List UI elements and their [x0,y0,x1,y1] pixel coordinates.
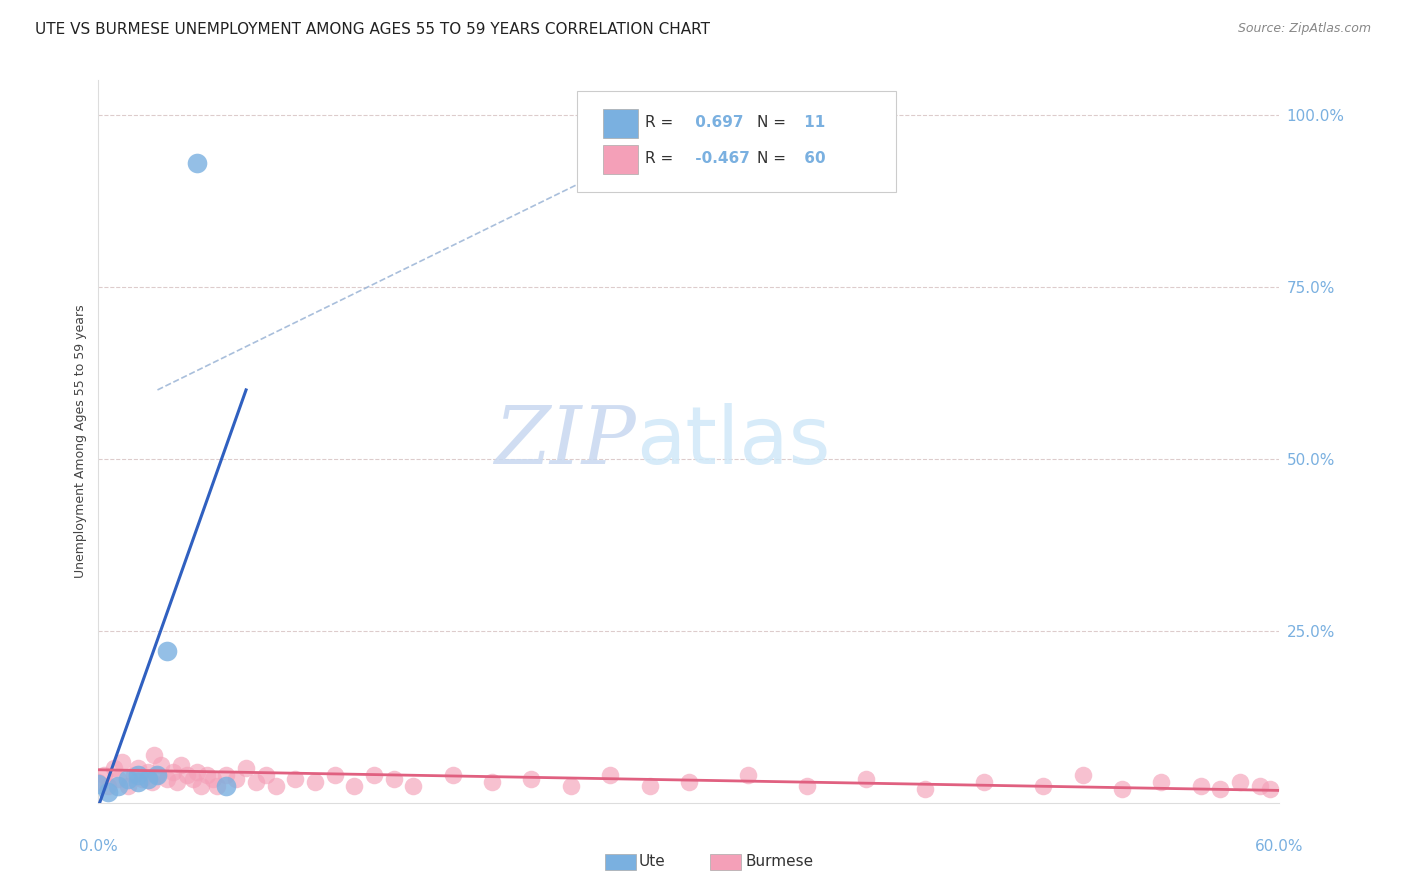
Point [107,779,129,793]
Point [441,768,464,782]
Point [195,768,218,782]
Point [166,775,188,789]
Point [117,772,139,786]
Point [186,764,208,779]
Text: Source: ZipAtlas.com: Source: ZipAtlas.com [1237,22,1371,36]
Point [136,764,159,779]
Point [87,775,110,789]
Point [264,779,287,793]
Point [914,782,936,797]
Point [1249,779,1271,793]
Point [1150,775,1173,789]
Point [201,772,224,786]
Point [304,775,326,789]
Point [181,772,204,786]
Point [97,779,120,793]
Point [97,785,120,799]
Point [176,768,198,782]
Point [1258,782,1281,797]
Point [141,775,163,789]
Point [146,768,169,782]
Point [127,768,149,782]
Point [402,779,425,793]
FancyBboxPatch shape [576,91,896,193]
Point [1032,779,1054,793]
Text: 0.697: 0.697 [690,115,744,129]
Point [156,644,179,658]
Point [973,775,995,789]
Point [1229,775,1251,789]
Text: atlas: atlas [636,402,830,481]
Point [162,764,184,779]
Point [678,775,700,789]
Text: 60: 60 [799,151,825,166]
Text: N =: N = [758,115,786,129]
Text: ZIP: ZIP [494,403,636,480]
Text: Burmese: Burmese [745,855,813,869]
Point [136,772,159,786]
Point [87,776,110,790]
Text: 60.0%: 60.0% [1256,838,1303,854]
Point [205,779,228,793]
Text: R =: R = [645,115,673,129]
Point [1111,782,1133,797]
Point [93,768,115,782]
Point [245,775,267,789]
Point [481,775,503,789]
Point [170,758,193,772]
Point [235,761,257,775]
Point [107,772,129,786]
Point [150,758,173,772]
Point [127,775,149,789]
Point [156,772,179,786]
Point [284,772,307,786]
Y-axis label: Unemployment Among Ages 55 to 59 years: Unemployment Among Ages 55 to 59 years [75,305,87,578]
Point [737,768,759,782]
Point [638,779,661,793]
Point [142,747,165,762]
Point [122,768,145,782]
Point [323,768,346,782]
Point [111,755,134,769]
Text: Ute: Ute [638,855,665,869]
Point [186,156,208,170]
Point [146,768,169,782]
Text: 11: 11 [799,115,825,129]
Text: UTE VS BURMESE UNEMPLOYMENT AMONG AGES 55 TO 59 YEARS CORRELATION CHART: UTE VS BURMESE UNEMPLOYMENT AMONG AGES 5… [35,22,710,37]
Text: R =: R = [645,151,673,166]
Point [215,768,238,782]
Point [215,779,238,793]
Point [363,768,385,782]
Point [103,761,125,775]
Bar [603,145,638,174]
Point [127,761,149,775]
Point [520,772,543,786]
Point [190,779,212,793]
Point [131,772,153,786]
Point [343,779,366,793]
Point [1189,779,1212,793]
Point [382,772,405,786]
Text: -0.467: -0.467 [690,151,749,166]
Point [254,768,277,782]
Point [855,772,877,786]
Bar [603,109,638,138]
Point [117,779,139,793]
Point [1071,768,1094,782]
Text: 0.0%: 0.0% [79,838,118,854]
Point [560,779,582,793]
Point [225,772,247,786]
Point [1209,782,1232,797]
Text: N =: N = [758,151,786,166]
Point [796,779,818,793]
Point [599,768,621,782]
